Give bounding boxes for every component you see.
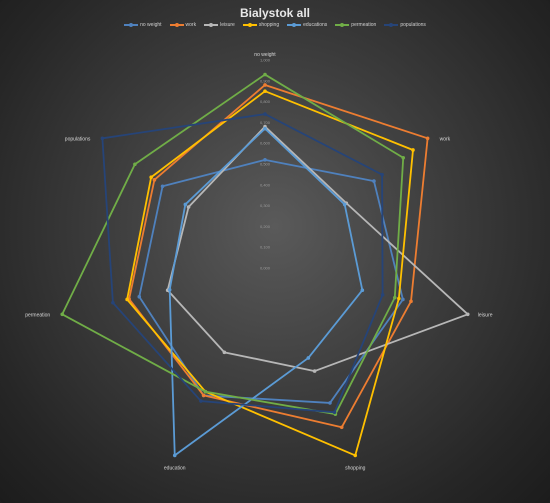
data-point (401, 297, 405, 302)
data-point (372, 179, 376, 183)
data-point (263, 83, 267, 87)
data-point (137, 294, 142, 299)
data-point (397, 296, 401, 301)
data-point (425, 136, 430, 141)
data-point (111, 300, 115, 305)
legend-item: populations (384, 22, 426, 28)
legend-item: leisure (204, 22, 235, 28)
tick-label: 0,300 (260, 203, 271, 208)
series-no-weight (137, 158, 405, 405)
data-point (167, 287, 172, 292)
data-point (149, 175, 153, 180)
data-point (60, 312, 65, 317)
legend-swatch (124, 22, 139, 27)
data-point (465, 312, 470, 317)
series-line (166, 125, 469, 372)
data-point (353, 453, 358, 458)
legend-label: no weight (140, 22, 162, 28)
data-point (133, 162, 137, 167)
legend-label: shopping (258, 22, 280, 28)
data-point (409, 299, 413, 304)
data-point (328, 401, 332, 405)
series-line (138, 158, 404, 404)
axis-label-no-weight: no weight (254, 52, 276, 58)
legend-swatch (384, 22, 399, 27)
data-point (186, 205, 191, 209)
legend-swatch (287, 22, 302, 27)
tick-label: 0,500 (260, 162, 271, 167)
series-permeation (60, 72, 406, 416)
data-point (411, 148, 415, 152)
legend-item: educations (287, 22, 327, 28)
axis-label-leisure: leisure (478, 312, 493, 318)
series-leisure (165, 124, 470, 373)
legend-label: work (185, 22, 197, 28)
data-point (380, 293, 385, 297)
tick-label: 0,100 (260, 245, 271, 250)
data-point (263, 158, 267, 162)
data-point (332, 410, 337, 415)
tick-label: 0,400 (260, 182, 271, 187)
series-line (128, 84, 429, 429)
data-point (339, 425, 344, 430)
axis-label-populations: populations (65, 136, 91, 142)
data-point (342, 202, 347, 207)
legend-label: populations (400, 22, 426, 28)
legend-item: permeation (335, 22, 376, 28)
axis-label-education: education (164, 465, 186, 471)
data-point (263, 89, 267, 93)
legend-swatch (204, 22, 219, 27)
tick-label: 0,900 (260, 78, 271, 83)
axis-label-work: work (440, 136, 451, 142)
data-point (263, 112, 267, 116)
data-point (100, 136, 105, 141)
data-point (201, 393, 206, 398)
legend-label: educations (303, 22, 328, 28)
data-point (380, 172, 384, 177)
legend-item: shopping (242, 22, 280, 28)
data-point (401, 155, 406, 160)
series-line (126, 90, 414, 457)
legend-label: leisure (220, 22, 235, 28)
axis-label-shopping: shopping (345, 465, 366, 471)
legend-swatch (169, 22, 184, 27)
series-work (127, 83, 430, 430)
data-point (160, 184, 165, 189)
tick-label: 0,600 (260, 141, 271, 146)
chart-title: Bialystok all (239, 6, 311, 20)
legend-swatch (335, 22, 350, 27)
data-point (222, 350, 227, 355)
data-point (125, 297, 129, 302)
axis-label-permeation: permeation (25, 312, 50, 318)
series-educations (167, 126, 365, 458)
data-point (152, 178, 157, 182)
legend-label: permeation (351, 22, 377, 28)
data-point (263, 126, 267, 131)
series-line (168, 127, 364, 457)
legend: no weight work leisure shopping educations pe… (0, 22, 550, 28)
data-point (263, 72, 267, 77)
data-point (183, 202, 188, 207)
data-point (312, 369, 317, 373)
tick-label: 0,000 (260, 266, 271, 271)
data-point (203, 389, 208, 394)
data-point (199, 399, 203, 403)
legend-swatch (242, 22, 257, 27)
legend-item: work (169, 22, 197, 28)
data-point (360, 288, 365, 293)
series-shopping (125, 89, 415, 458)
data-point (172, 453, 177, 458)
data-point (392, 295, 397, 300)
series-line (101, 113, 384, 414)
series-populations (100, 112, 385, 415)
tick-label: 1,000 (260, 58, 271, 63)
tick-label: 0,200 (260, 224, 271, 229)
legend-item: no weight (124, 22, 162, 28)
tick-label: 0,800 (260, 99, 271, 104)
series-line (61, 73, 405, 416)
tick-label: 0,700 (260, 120, 271, 125)
data-point (306, 356, 311, 360)
